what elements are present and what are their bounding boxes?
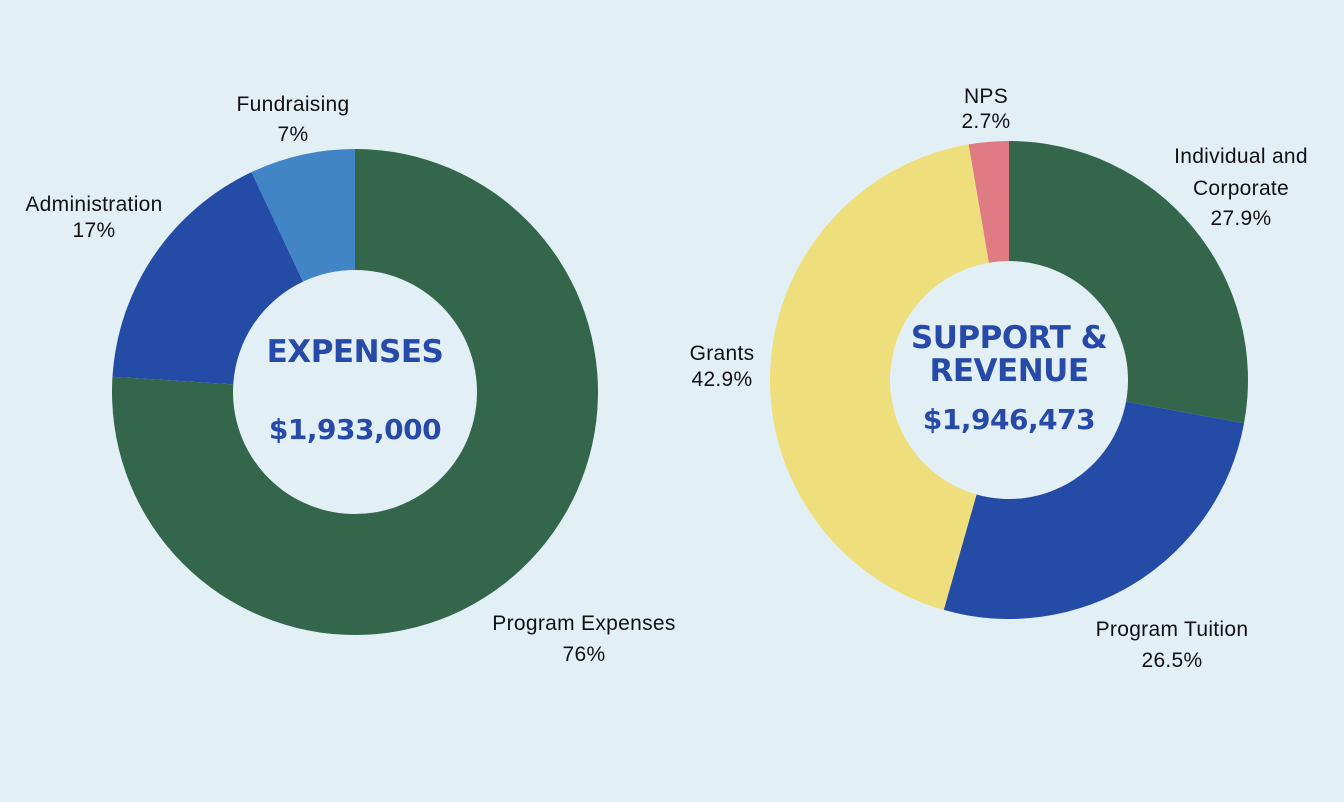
revenue-slice-individual-and-corporate — [1009, 141, 1249, 424]
revenue-label-program-tuition: Program Tuition — [1096, 618, 1249, 641]
expenses-label-fundraising: Fundraising — [236, 93, 349, 116]
revenue-slice-program-tuition — [943, 401, 1245, 619]
revenue-label-nps: NPS — [964, 85, 1008, 108]
revenue-center-total: $1,946,473 — [923, 403, 1095, 436]
expenses-slice-fundraising — [251, 149, 355, 282]
expenses-donut-chart: EXPENSES $1,933,000 Program Expenses 76%… — [25, 93, 675, 666]
expenses-slices — [112, 149, 599, 635]
revenue-label-individual-line2: Corporate — [1193, 177, 1289, 200]
revenue-center-title-line1: SUPPORT & — [911, 320, 1107, 356]
revenue-value-individual: 27.9% — [1210, 207, 1271, 230]
revenue-label-individual-line1: Individual and — [1174, 145, 1308, 168]
expenses-value-program-expenses: 76% — [563, 643, 606, 666]
revenue-donut-chart: SUPPORT & REVENUE $1,946,473 Individual … — [690, 85, 1308, 672]
revenue-label-grants: Grants — [690, 342, 755, 365]
revenue-slice-nps — [968, 141, 1009, 263]
expenses-label-program-expenses: Program Expenses — [492, 612, 675, 635]
expenses-center-total: $1,933,000 — [269, 413, 441, 446]
expenses-value-administration: 17% — [73, 219, 116, 242]
expenses-slice-administration — [112, 172, 304, 385]
expenses-label-administration: Administration — [25, 193, 162, 216]
revenue-slice-grants — [770, 144, 989, 610]
revenue-value-nps: 2.7% — [961, 110, 1010, 133]
expenses-value-fundraising: 7% — [278, 123, 309, 146]
revenue-slices — [770, 141, 1249, 619]
revenue-value-grants: 42.9% — [691, 368, 752, 391]
expenses-slice-program-expenses — [112, 149, 599, 635]
revenue-value-program-tuition: 26.5% — [1141, 649, 1202, 672]
revenue-center-title-line2: REVENUE — [929, 353, 1088, 389]
expenses-center-title: EXPENSES — [267, 334, 444, 370]
